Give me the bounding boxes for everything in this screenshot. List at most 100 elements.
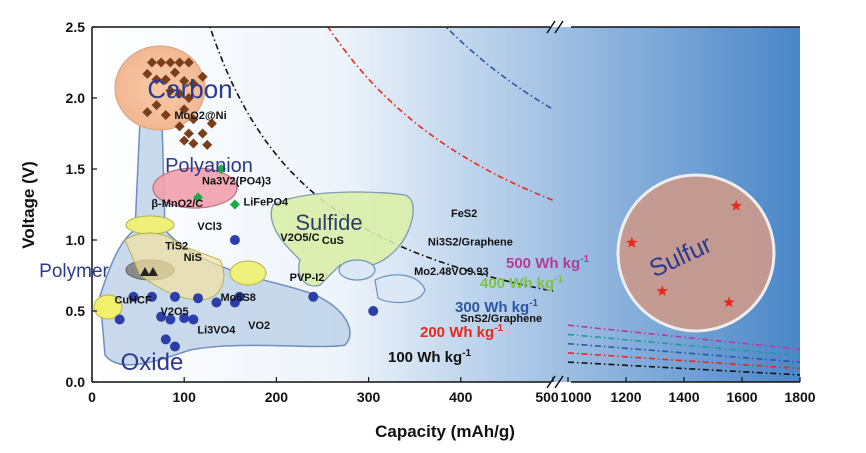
oxide-point: [128, 291, 139, 302]
y-tick-label: 1.5: [66, 161, 86, 177]
oxide-point: [179, 313, 190, 324]
annotation-label: β-MnO2/C: [151, 198, 203, 210]
y-tick-label: 2.5: [66, 19, 86, 35]
energy-curve-right-1: [567, 352, 800, 370]
sulfur-region: [616, 173, 776, 333]
carbon-point: [174, 121, 185, 132]
annotation-label: MoO2@Ni: [174, 110, 226, 122]
energy-curve-right-3: [567, 333, 800, 357]
group-label-oxide: Oxide: [121, 349, 184, 376]
oxide-point: [211, 297, 222, 308]
annotation-label: Na3V2(PO4)3: [202, 175, 271, 187]
x-tick-label: 200: [265, 389, 289, 405]
curve-label-exponent: -1: [554, 274, 563, 285]
carbon-point: [160, 110, 171, 121]
oxide-point: [234, 291, 245, 302]
polyanion-region: [152, 167, 238, 209]
y-tick-label: 0.5: [66, 303, 86, 319]
data-points: [114, 57, 742, 352]
curve-label-400: 400 Wh kg-1: [480, 274, 564, 292]
oxide-point: [165, 314, 176, 325]
curve-labels: 100 Wh kg-1 200 Wh kg-1 300 Wh kg-1 400 Wh …: [388, 254, 590, 366]
mo-vo-region: [338, 259, 376, 281]
carbon-point: [160, 74, 171, 85]
nis-region: [124, 232, 225, 301]
group-label-polymer: Polymer: [39, 261, 109, 282]
annotation-label: Li3VO4: [197, 324, 236, 336]
axis-break-mark: [554, 375, 564, 389]
carbon-point: [146, 57, 157, 68]
material-regions: [93, 45, 776, 366]
x-tick-label: 0: [88, 389, 96, 405]
y-tick-label: 1.0: [66, 232, 86, 248]
carbon-point: [169, 67, 180, 78]
annotation-label: VO2: [248, 320, 270, 332]
oxide-point: [156, 311, 167, 322]
polymer-point: [140, 267, 150, 276]
annotation-label: Mo6S8: [220, 292, 255, 304]
energy-curve-right-2: [567, 342, 800, 363]
carbon-point: [197, 71, 208, 82]
energy-curve-400: [99, 0, 553, 18]
y-axis-label: Voltage (V): [19, 161, 38, 249]
carbon-point: [183, 128, 194, 139]
energy-curve-right-4: [567, 324, 800, 351]
carbon-point: [183, 93, 194, 103]
annotation-label: CuHCF: [114, 295, 152, 307]
sulfur-point: [723, 296, 735, 308]
carbon-point: [188, 78, 199, 89]
polyanion-point: [193, 192, 204, 203]
x-tick-label: 500: [535, 389, 559, 405]
group-label-sulfide: Sulfide: [295, 210, 362, 235]
x-tick-label: 1600: [726, 389, 757, 405]
cuhcf-region: [93, 294, 123, 320]
axis-break-mark: [546, 20, 556, 34]
x-tick-label: 100: [173, 389, 197, 405]
oxide-point: [114, 314, 125, 325]
axes: 0.0 0.5 1.0 1.5 2.0 2.5 0 100 200 300 400 500 1000 12…: [66, 19, 816, 405]
curve-label-exponent: -1: [580, 254, 589, 265]
carbon-point: [151, 74, 162, 85]
oxide-point: [308, 291, 319, 302]
axis-break-mark: [554, 20, 564, 34]
annotation-label: PVP-I2: [290, 272, 325, 284]
y-tick-label: 0.0: [66, 374, 86, 390]
carbon-point: [179, 135, 190, 146]
annotation-label: Mo2.48VO9.93: [414, 266, 489, 278]
carbon-point: [188, 138, 199, 149]
oxide-point: [188, 314, 199, 325]
annotation-label: VCl3: [197, 221, 221, 233]
annotation-label: V2O5: [161, 306, 189, 318]
energy-curve-300: [444, 27, 554, 111]
sulfide-region: [270, 191, 414, 287]
carbon-point: [206, 118, 217, 129]
annotation-label: V2O5/C: [280, 232, 319, 244]
sns2-region: [374, 274, 426, 304]
curve-label-exponent: -1: [462, 348, 471, 359]
axis-break-mark: [546, 375, 556, 389]
carbon-point: [188, 114, 199, 125]
x-tick-label: 300: [357, 389, 381, 405]
polyanion-point: [216, 164, 227, 174]
carbon-point: [142, 68, 153, 79]
x-tick-label: 1400: [668, 389, 699, 405]
carbon-point: [202, 139, 213, 150]
x-tick-label: 400: [449, 389, 473, 405]
carbon-point: [165, 85, 176, 96]
oxide-point: [193, 293, 204, 304]
polyanion-point: [229, 199, 240, 210]
x-tick-label: 1800: [784, 389, 815, 405]
polymer-point: [148, 267, 158, 276]
curve-label-exponent: -1: [529, 298, 538, 309]
carbon-point: [179, 75, 190, 86]
sulfur-point: [656, 285, 668, 296]
energy-curve-right-0: [567, 361, 800, 376]
x-axis-label: Capacity (mAh/g): [375, 422, 515, 441]
x-tick-label: 1200: [610, 389, 641, 405]
annotation-labels: MoO2@Ni Na3V2(PO4)3 LiFePO4 β-MnO2/C VCl3 TiS…: [114, 110, 542, 336]
annotation-label: TiS2: [165, 241, 188, 253]
sulfur-point: [626, 236, 638, 248]
group-label-carbon: Carbon: [147, 74, 232, 104]
curve-label-500: 500 Wh kg-1: [506, 254, 590, 272]
curve-label-200: 200 Wh kg-1: [420, 323, 504, 341]
